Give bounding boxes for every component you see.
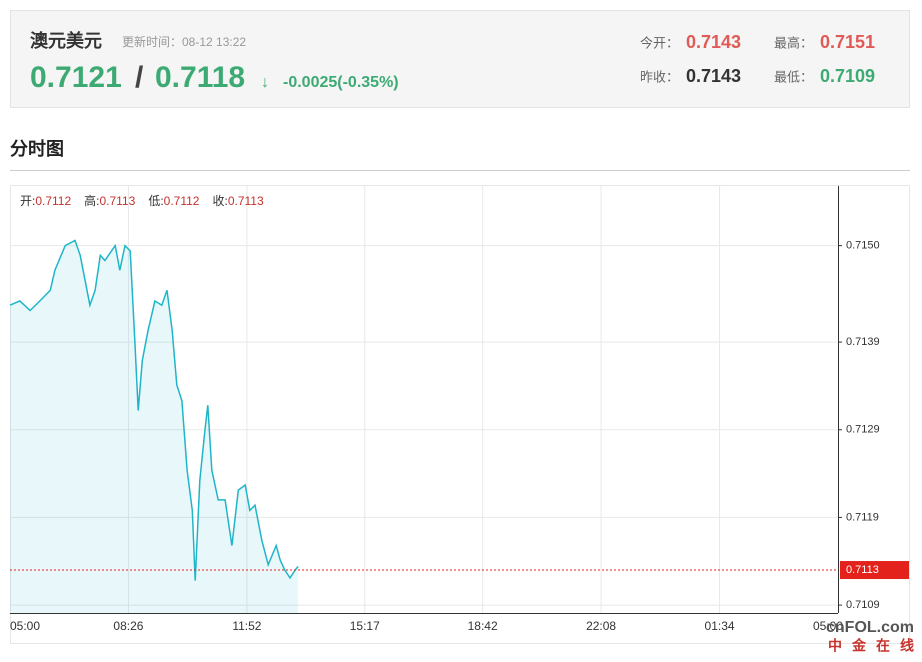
watermark-name: 中金在线 xyxy=(828,638,922,654)
last-price-box xyxy=(840,561,909,580)
area xyxy=(10,240,299,613)
ohlc-label: 低: xyxy=(148,194,163,208)
last-price-label: 0.7113 xyxy=(846,564,879,576)
update-time: 更新时间：08-12 13:22 xyxy=(122,34,246,49)
y-tick-label: 0.7119 xyxy=(846,511,879,523)
stat-label: 最高： xyxy=(774,35,813,50)
x-tick-label: 08:26 xyxy=(113,619,143,633)
y-tick-label: 0.7109 xyxy=(846,599,880,611)
stat-value: 0.7143 xyxy=(686,32,741,52)
change: -0.0025(-0.35%) xyxy=(283,74,399,91)
y-tick-label: 0.7129 xyxy=(846,424,880,436)
x-tick-label: 01:34 xyxy=(705,619,735,633)
watermark-brand: cnFOL.com xyxy=(826,619,914,636)
symbol-title: 澳元美元 xyxy=(30,30,102,51)
stat-value: 0.7143 xyxy=(686,66,741,86)
separator: / xyxy=(135,61,144,94)
ohlc-value: 0.7112 xyxy=(164,194,200,208)
ohlc-value: 0.7113 xyxy=(100,194,136,208)
x-tick-label: 15:17 xyxy=(350,619,380,633)
chart-frame xyxy=(10,185,910,644)
ohlc-value: 0.7113 xyxy=(228,194,264,208)
ohlc-label: 收: xyxy=(212,194,227,208)
ohlc-label: 开: xyxy=(20,194,35,208)
section-title: 分时图 xyxy=(10,139,64,159)
ask-price: 0.7118 xyxy=(155,61,245,94)
bid-price: 0.7121 xyxy=(30,61,122,94)
x-tick-label: 05:00 xyxy=(813,619,843,633)
stat-value: 0.7109 xyxy=(820,66,875,86)
ohlc-label: 高: xyxy=(84,193,99,208)
x-tick-label: 11:52 xyxy=(232,619,261,633)
stat-label: 最低： xyxy=(774,69,813,84)
price-line xyxy=(9,239,299,581)
quote-panel xyxy=(10,10,910,108)
stat-label: 昨收： xyxy=(640,69,679,84)
x-tick-label: 22:08 xyxy=(586,619,616,633)
y-tick-label: 0.7150 xyxy=(846,240,880,252)
change-arrow: ↓ xyxy=(261,74,269,91)
x-tick-label: 18:42 xyxy=(468,619,498,633)
stat-value: 0.7151 xyxy=(820,32,875,52)
x-tick-label: 05:00 xyxy=(10,619,40,633)
stat-label: 今开： xyxy=(640,35,679,50)
y-tick-label: 0.7139 xyxy=(846,336,880,348)
ohlc-value: 0.7112 xyxy=(35,194,71,208)
